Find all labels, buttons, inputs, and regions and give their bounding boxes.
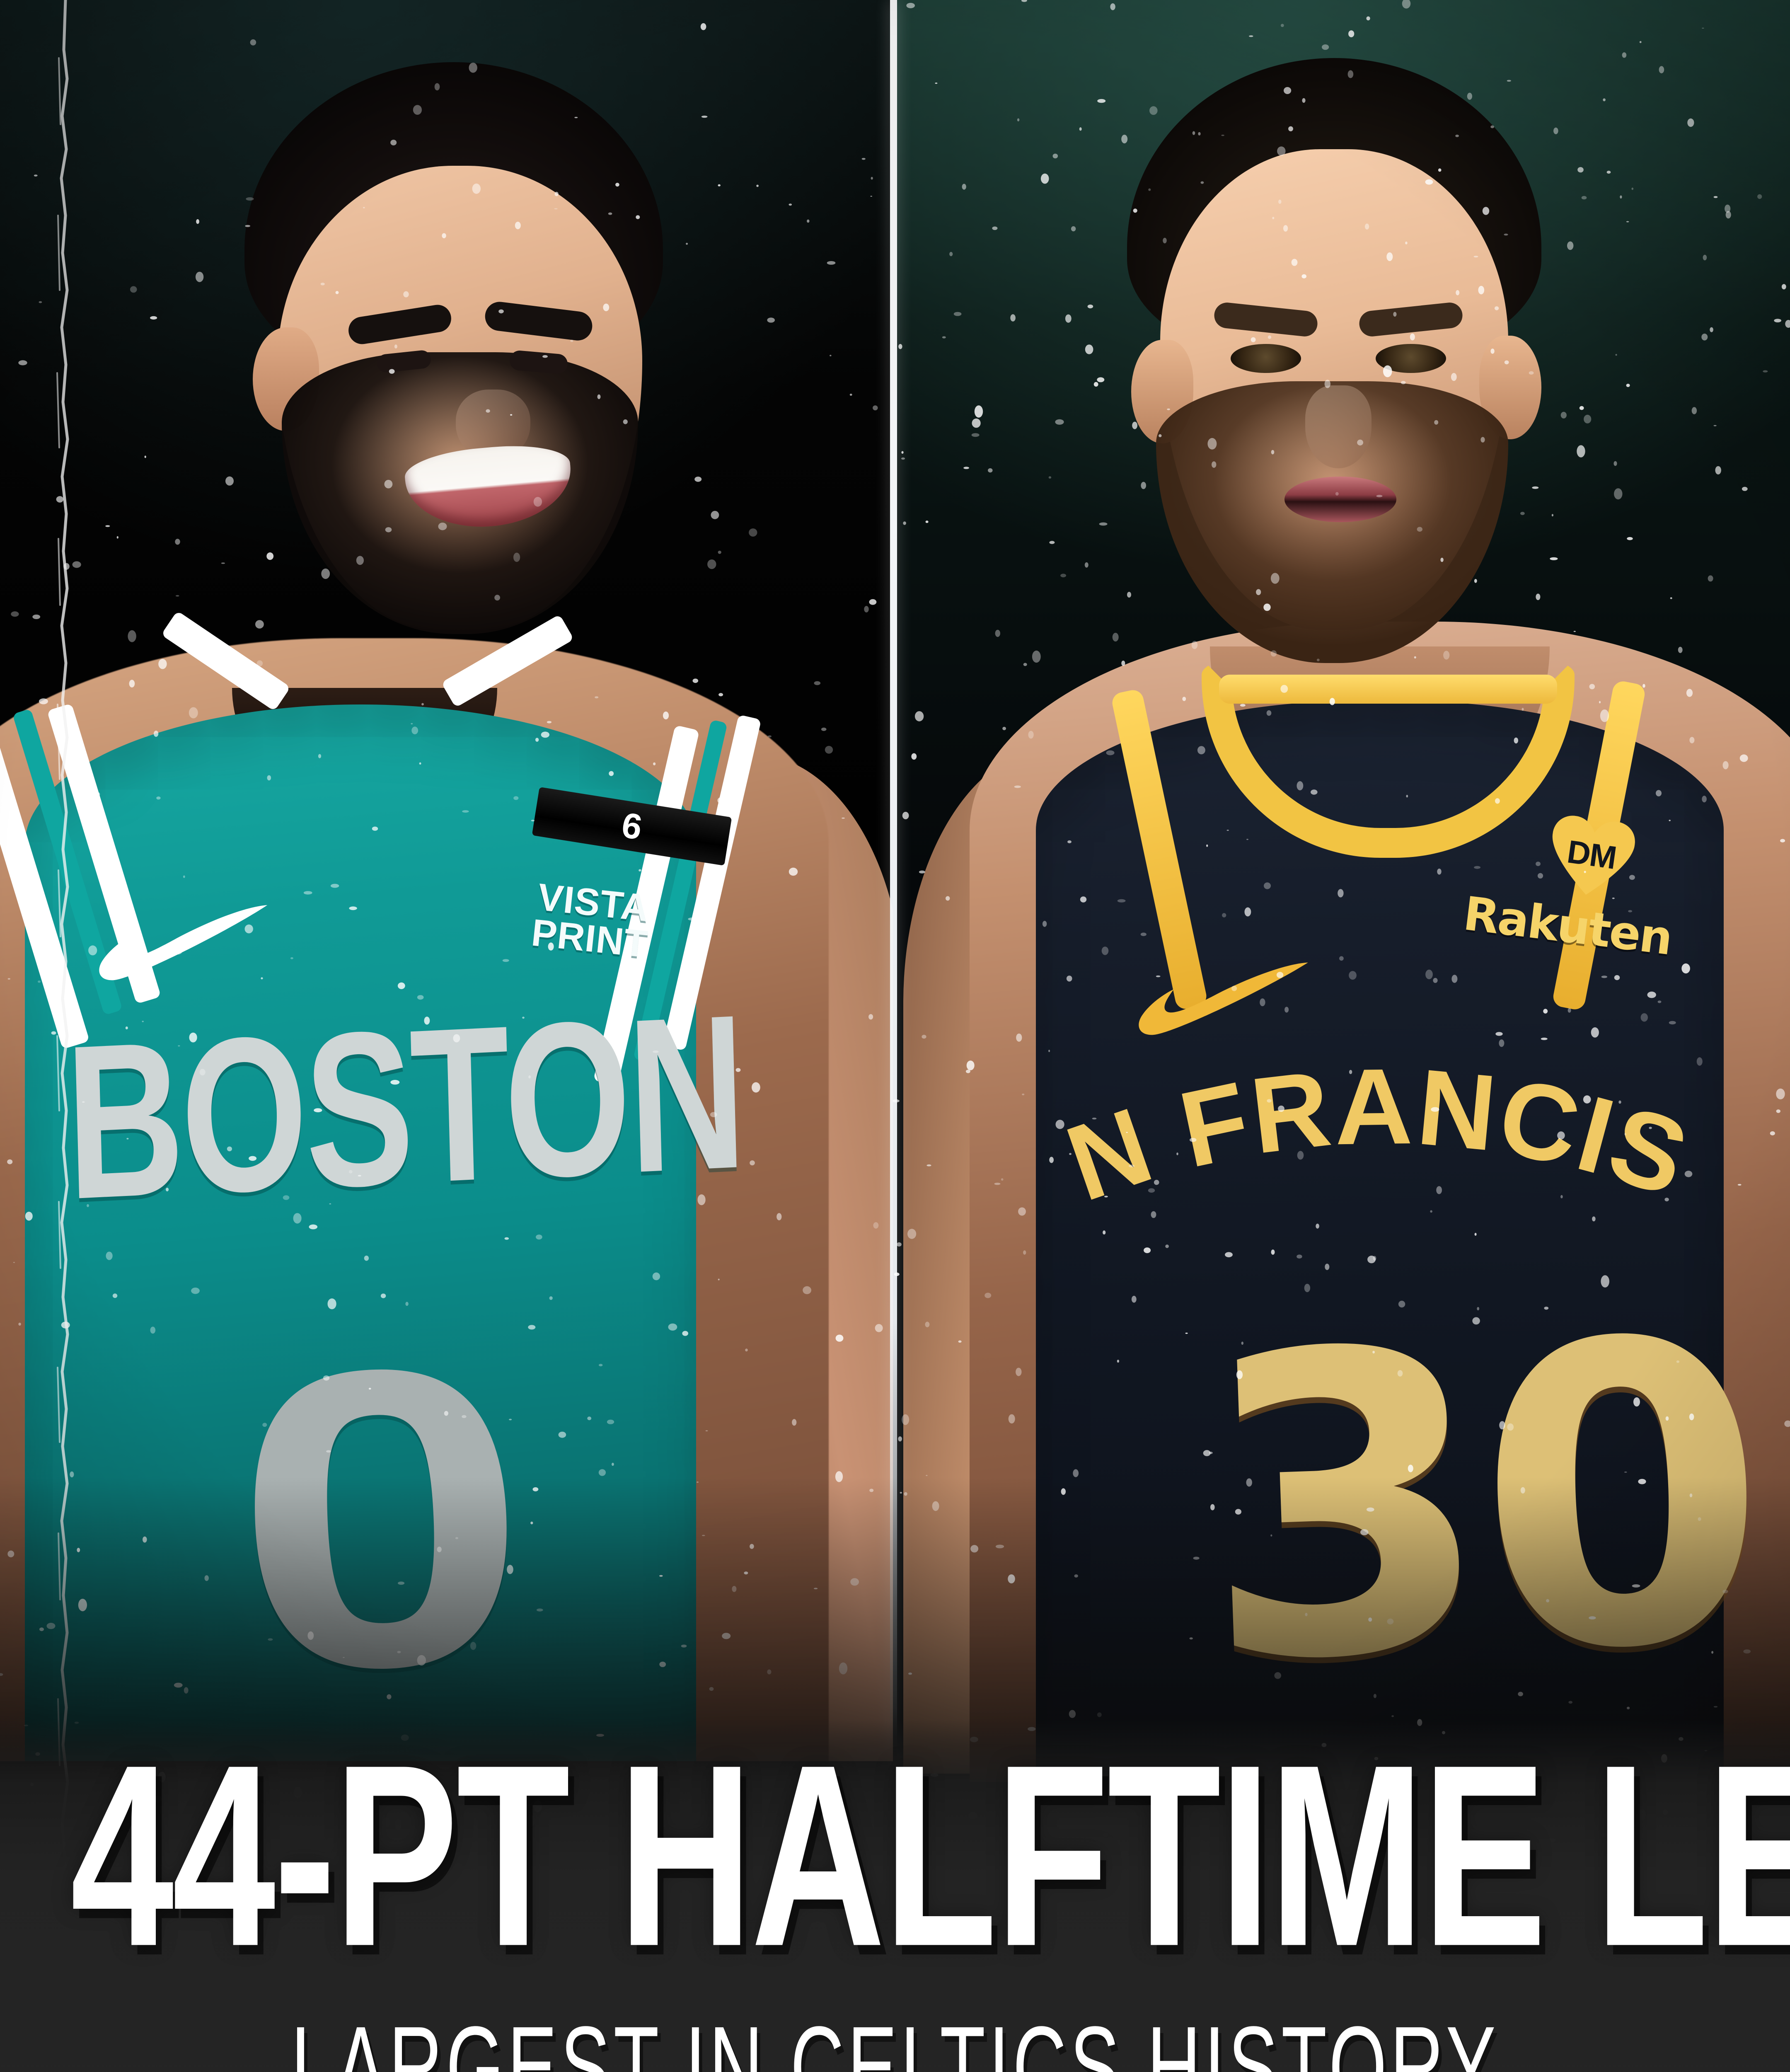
player-right-eye <box>1231 344 1301 373</box>
player-right-head <box>1110 58 1558 680</box>
page-title: 44-PT HALFTIME LEAD <box>70 1711 1790 2000</box>
player-right-eye <box>1376 344 1446 373</box>
panel-divider <box>890 0 897 1761</box>
memorial-patch-dm-heart: DM <box>1545 813 1638 903</box>
jersey-wordmark-san-francisco: SAN FRANCISCO <box>1018 931 1707 1285</box>
player-panel-left: 6 VISTA PRINT BOSTON 0 <box>0 0 893 1761</box>
page-subtitle: LARGEST IN CELTICS HISTORY <box>291 2002 1499 2072</box>
player-right-nose <box>1305 385 1372 468</box>
nike-swoosh-icon <box>93 897 276 992</box>
jersey-wordmark-boston: BOSTON <box>63 968 746 1246</box>
jersey-number-left: 0 <box>224 1278 538 1759</box>
jersey-number-right: 30 <box>1193 1251 1763 1753</box>
player-right-mouth-open <box>1284 477 1396 522</box>
player-left-head <box>232 62 671 675</box>
memorial-band-number: 6 <box>619 805 645 848</box>
sponsor-patch-vistaprint: VISTA PRINT <box>515 876 665 983</box>
headline-block: 44-PT HALFTIME LEAD LARGEST IN CELTICS H… <box>0 1720 1790 2072</box>
